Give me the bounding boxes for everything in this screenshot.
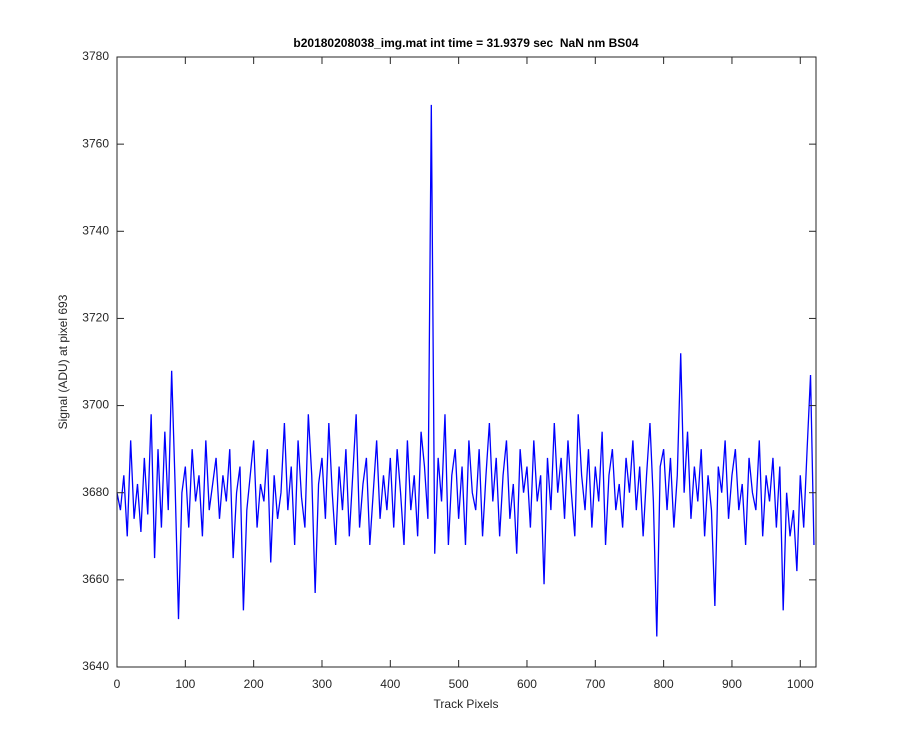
x-tick-label: 1000 [787,677,814,691]
x-tick-label: 400 [380,677,400,691]
x-tick-label: 900 [722,677,742,691]
x-tick-label: 100 [175,677,195,691]
x-tick-label: 700 [585,677,605,691]
axes-box [116,56,817,668]
data-line [116,104,815,637]
x-tick-label: 300 [312,677,332,691]
x-tick-label: 200 [244,677,264,691]
y-tick-label: 3760 [82,136,109,150]
x-tick-label: 800 [654,677,674,691]
chart-title: b20180208038_img.mat int time = 31.9379 … [293,36,639,50]
x-axis-label: Track Pixels [434,697,499,711]
y-axis-label: Signal (ADU) at pixel 693 [56,294,70,429]
y-tick-label: 3680 [82,485,109,499]
y-tick-label: 3640 [82,659,109,673]
y-tick-label: 3720 [82,311,109,325]
x-tick-label: 500 [449,677,469,691]
y-tick-label: 3780 [82,49,109,63]
x-tick-label: 0 [114,677,121,691]
y-tick-label: 3700 [82,398,109,412]
y-tick-label: 3740 [82,223,109,237]
x-tick-label: 600 [517,677,537,691]
y-tick-label: 3660 [82,572,109,586]
